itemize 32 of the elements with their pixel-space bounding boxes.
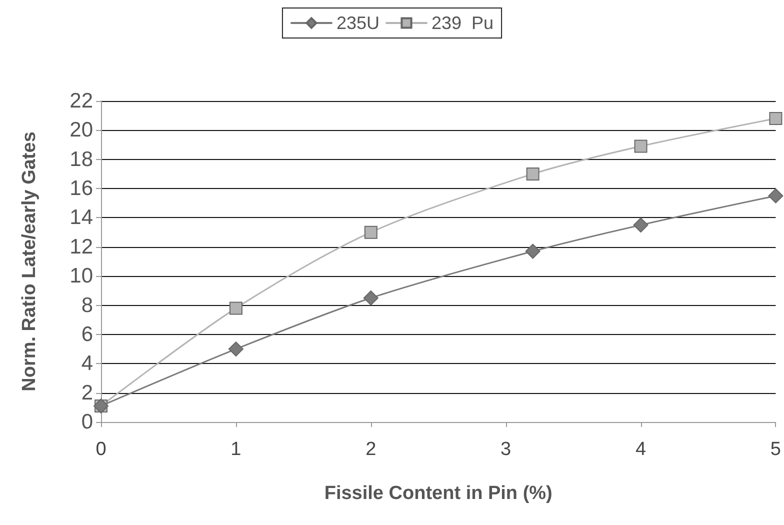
y-tick-label: 22: [70, 90, 93, 112]
point: [229, 302, 242, 315]
x-tick-label: 3: [500, 439, 512, 460]
point: [769, 112, 782, 126]
y-tick-label: 4: [81, 352, 94, 376]
point: [526, 167, 540, 180]
legend-label: 235U: [336, 13, 380, 33]
x-tick-label: 2: [366, 439, 376, 460]
y-tick-label: 8: [81, 294, 93, 317]
point: [634, 140, 648, 153]
x-axis-title: Fissile Content in Pin (%): [324, 483, 552, 504]
y-tick-label: 20: [70, 118, 93, 142]
y-tick-label: 12: [70, 235, 93, 258]
y-tick-label: 10: [70, 264, 93, 288]
x-tick-label: 0: [96, 439, 106, 460]
y-tick-label: 2: [81, 381, 93, 404]
point: [364, 226, 378, 239]
point: [633, 218, 648, 233]
legend-label: 239 Pu: [431, 13, 494, 33]
y-tick-label: 14: [70, 206, 94, 230]
y-tick-label: 18: [70, 148, 93, 171]
x-tick-label: 1: [230, 439, 242, 460]
y-tick-label: 6: [81, 322, 93, 346]
y-tick-label: 0: [81, 410, 93, 434]
x-tick-label: 5: [770, 439, 782, 460]
point: [363, 290, 378, 306]
point: [768, 188, 784, 204]
y-axis-title: Norm. Ratio Late/early Gates: [19, 132, 40, 392]
x-tick-label: 4: [635, 439, 646, 460]
point: [525, 244, 540, 259]
y-tick-label: 16: [70, 177, 93, 200]
point: [228, 342, 244, 357]
